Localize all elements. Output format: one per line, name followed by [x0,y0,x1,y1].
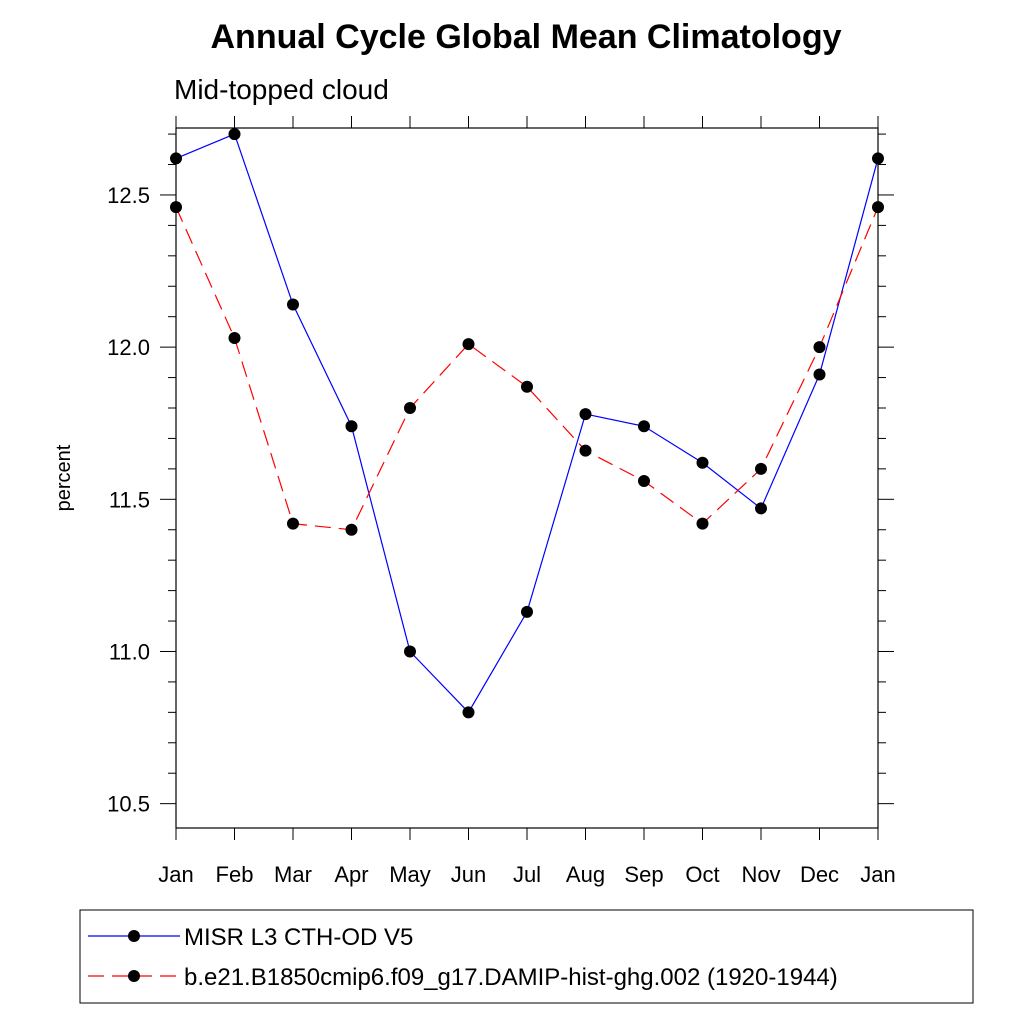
legend-box [79,909,974,1004]
series-2-point [170,201,182,214]
series-2-point [872,201,884,214]
y-tick-label: 11.5 [109,487,150,512]
series-1-point [287,298,299,311]
legend-label-2: b.e21.B1850cmip6.f09_g17.DAMIP-hist-ghg.… [184,964,838,991]
series-2-point [755,462,767,475]
y-tick-label: 10.5 [107,792,150,817]
axis-frame [175,127,879,829]
x-tick-label: Mar [274,862,312,887]
series-2-point [404,402,416,414]
x-tick-label: Jan [158,862,193,887]
x-tick-label: Jun [451,862,486,887]
x-tick-label: May [389,862,431,887]
series-1-point [404,645,416,658]
x-tick-label: Jul [513,862,541,887]
series-1-point [228,128,241,141]
series-2-point [696,517,709,530]
y-tick-label: 12.5 [107,183,150,208]
series-2-point [345,523,358,536]
series-1-point [638,420,650,433]
tick-labels: Jan Feb Mar Apr May Jun Jul Aug Sep Oct Nov Dec Jan 1… [107,183,896,887]
x-tick-label: Oct [685,862,719,887]
series-1-point [696,456,709,469]
legend-label-1: MISR L3 CTH-OD V5 [184,924,413,951]
series-1-point [755,502,767,515]
series-1-point [521,605,533,618]
series-1-point [813,368,826,381]
series-1-point [345,420,358,433]
series-2-point [287,517,299,530]
series-2-point [462,338,475,351]
x-tick-label: Sep [624,862,663,887]
chart-title: Annual Cycle Global Mean Climatology [211,18,842,56]
y-tick-label: 11.0 [109,639,150,664]
series-1-point [170,152,182,165]
x-tick-label: Jan [860,862,895,887]
axis-ticks [160,116,894,840]
series-2-point [579,444,592,457]
plot-frame [175,127,879,829]
series-line-1 [175,133,879,714]
x-tick-label: Apr [334,862,368,887]
x-tick-label: Dec [800,862,839,887]
series-2-point [638,475,650,488]
legend-marker-1 [128,930,140,942]
x-tick-label: Feb [216,862,254,887]
data-series [170,128,884,719]
y-tick-label: 12.0 [107,335,150,360]
series-2-point [228,332,241,344]
chart-subtitle: Mid-topped cloud [174,74,389,105]
series-1-point [872,152,884,165]
legend-marker-2 [128,970,140,982]
series-1-point [579,408,592,421]
series-2-point [521,380,533,393]
legend: MISR L3 CTH-OD V5 b.e21.B1850cmip6.f09_g1… [79,909,974,1004]
x-tick-label: Nov [741,862,780,887]
series-1-point [462,706,475,719]
x-tick-label: Aug [566,862,605,887]
series-2-point [813,341,826,354]
y-axis-label: percent [53,444,75,511]
